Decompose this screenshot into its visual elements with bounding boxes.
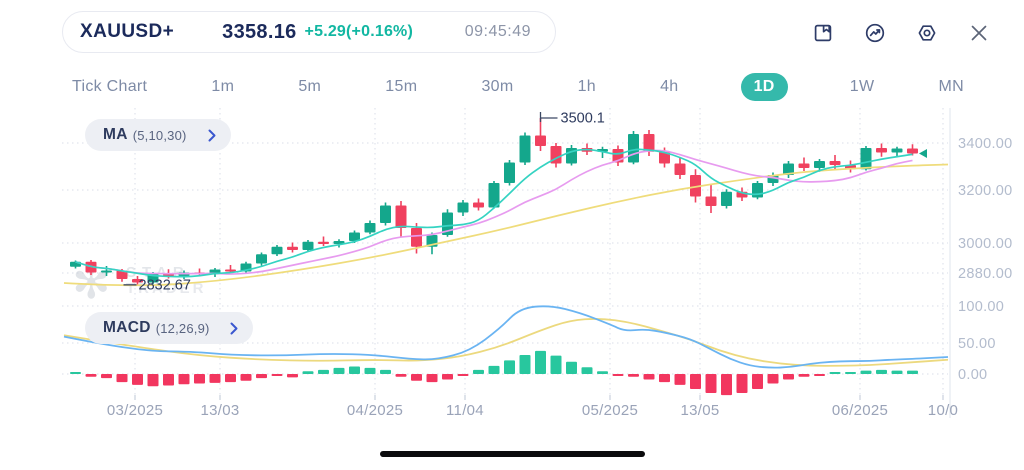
chevron-right-icon [212, 322, 238, 335]
svg-text:03/2025: 03/2025 [107, 402, 163, 419]
ma30-line [63, 163, 949, 287]
price-axis-labels: 3400.00 3200.00 3000.00 2880.00 100.00 50.00 0… [958, 136, 1013, 383]
close-icon[interactable] [968, 22, 990, 44]
chart-toolbar [812, 22, 990, 44]
macd-histogram [70, 350, 918, 396]
svg-text:05/2025: 05/2025 [582, 402, 638, 419]
last-price: 3358.16 [222, 20, 297, 43]
ma5-line [75, 148, 913, 278]
timeframe-5m[interactable]: 5m [298, 78, 322, 95]
svg-text:13/05: 13/05 [680, 402, 719, 419]
symbol-quote-bar[interactable]: XAUUSD+ 3358.16 +5.29(+0.16%) 09:45:49 [62, 11, 556, 53]
svg-text:10/0: 10/0 [928, 402, 958, 419]
settings-icon[interactable] [916, 22, 938, 44]
last-price-marker [919, 148, 927, 158]
ma-indicator-button[interactable]: MA (5,10,30) [85, 119, 231, 151]
candlestick-series [70, 117, 918, 285]
save-template-icon[interactable] [812, 22, 834, 44]
svg-text:2880.00: 2880.00 [958, 266, 1013, 282]
timeframe-1h[interactable]: 1h [577, 78, 596, 95]
svg-text:11/04: 11/04 [446, 402, 484, 419]
svg-text:50.00: 50.00 [958, 336, 996, 352]
price-change: +5.29(+0.16%) [304, 23, 413, 40]
timeframe-4h[interactable]: 4h [660, 78, 679, 95]
chevron-right-icon [190, 129, 216, 142]
ma-indicator-name: MA [103, 126, 128, 143]
macd-indicator-button[interactable]: MACD (12,26,9) [85, 312, 253, 344]
time-axis-labels: 03/2025 13/03 04/2025 11/04 05/2025 13/05 06/2… [107, 402, 958, 419]
timeframe-tick-chart[interactable]: Tick Chart [72, 78, 148, 95]
svg-text:3400.00: 3400.00 [958, 136, 1013, 152]
svg-text:06/2025: 06/2025 [832, 402, 888, 419]
svg-text:100.00: 100.00 [958, 299, 1004, 315]
timeframe-1w[interactable]: 1W [849, 78, 875, 95]
svg-text:13/03: 13/03 [200, 402, 239, 419]
grid [62, 108, 951, 418]
price-annotations: 3500.1 2832.67 [123, 110, 605, 293]
timeframe-1d[interactable]: 1D [740, 73, 788, 101]
svg-text:04/2025: 04/2025 [347, 402, 403, 419]
svg-text:3000.00: 3000.00 [958, 236, 1013, 252]
timeframe-tabs: Tick Chart 1m 5m 15m 30m 1h 4h 1D 1W MN [70, 70, 966, 104]
svg-text:3200.00: 3200.00 [958, 183, 1013, 199]
timeframe-30m[interactable]: 30m [481, 78, 514, 95]
timeframe-mn[interactable]: MN [938, 78, 964, 95]
symbol-name: XAUUSD+ [80, 21, 175, 42]
svg-text:0.00: 0.00 [958, 367, 987, 383]
macd-indicator-name: MACD [103, 319, 151, 336]
timeframe-1m[interactable]: 1m [211, 78, 235, 95]
svg-text:3500.1: 3500.1 [561, 110, 605, 126]
ma-indicator-params: (5,10,30) [132, 127, 187, 143]
macd-line [63, 305, 949, 369]
timeframe-15m[interactable]: 15m [385, 78, 418, 95]
quote-time: 09:45:49 [464, 23, 531, 40]
indicators-icon[interactable] [864, 22, 886, 44]
svg-text:2832.67: 2832.67 [139, 277, 191, 293]
macd-indicator-params: (12,26,9) [155, 320, 210, 336]
home-indicator[interactable] [380, 451, 645, 457]
